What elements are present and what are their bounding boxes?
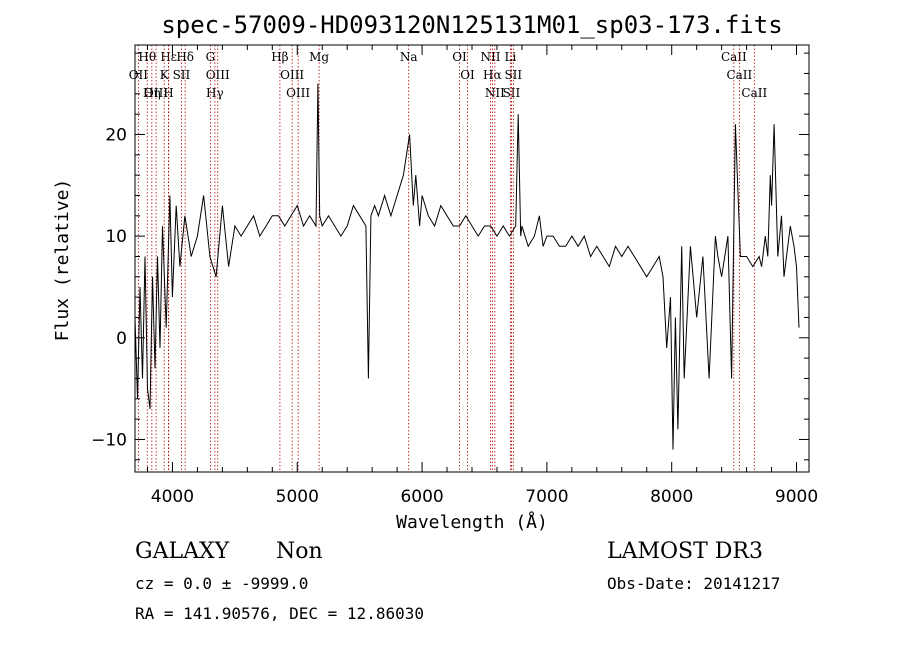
spectrum-series bbox=[134, 83, 800, 450]
line-label-17: OI bbox=[452, 50, 467, 64]
line-label-7: SII bbox=[173, 68, 191, 82]
line-label-3: Hη bbox=[143, 86, 161, 100]
y-tick-label-10: 10 bbox=[105, 227, 127, 247]
x-tick-label-5000: 5000 bbox=[276, 487, 319, 507]
x-tick-label-7000: 7000 bbox=[525, 487, 568, 507]
x-axis: 4000 5000 6000 7000 8000 9000 bbox=[146, 45, 818, 507]
line-label-19: NII bbox=[480, 50, 500, 64]
series-line-spectrum bbox=[134, 83, 800, 450]
line-label-5: K bbox=[160, 68, 170, 82]
obs-date: Obs-Date: 20141217 bbox=[607, 574, 781, 593]
x-tick-label-8000: 8000 bbox=[650, 487, 693, 507]
line-label-27: CaII bbox=[741, 86, 767, 100]
x-axis-label: Wavelength (Å) bbox=[396, 511, 548, 533]
line-label-9: G bbox=[206, 50, 216, 64]
x-tick-label-6000: 6000 bbox=[400, 487, 443, 507]
x-tick-label-4000: 4000 bbox=[151, 487, 194, 507]
y-tick-label-0: 0 bbox=[116, 329, 127, 349]
line-label-12: Hβ bbox=[271, 50, 288, 64]
line-label-6: H bbox=[163, 86, 173, 100]
line-label-13: OIII bbox=[280, 68, 304, 82]
line-label-1: OII bbox=[129, 68, 149, 82]
line-label-25: CaII bbox=[721, 50, 747, 64]
line-label-24: Li bbox=[505, 50, 517, 64]
line-label-10: OIII bbox=[206, 68, 230, 82]
x-tick-label-9000: 9000 bbox=[775, 487, 818, 507]
line-label-2: OIII bbox=[144, 86, 168, 100]
object-class: GALAXY bbox=[135, 539, 230, 564]
line-label-18: OI bbox=[460, 68, 475, 82]
line-label-16: Na bbox=[400, 50, 418, 64]
line-label-20: Hα bbox=[483, 68, 502, 82]
coordinates: RA = 141.90576, DEC = 12.86030 bbox=[135, 604, 424, 623]
plot-frame bbox=[134, 44, 810, 473]
line-label-26: CaII bbox=[726, 68, 752, 82]
line-label-14: OIII bbox=[286, 86, 310, 100]
line-label-8: Hδ bbox=[176, 50, 194, 64]
y-tick-label--10: −10 bbox=[91, 430, 127, 450]
chart-title: spec-57009-HD093120N125131M01_sp03-173.f… bbox=[161, 11, 782, 39]
line-label-23: SII bbox=[504, 68, 522, 82]
survey-name: LAMOST DR3 bbox=[607, 539, 763, 564]
y-axis: −10 0 10 20 bbox=[91, 52, 809, 461]
line-label-11: Hγ bbox=[206, 86, 224, 100]
line-label-15: Mg bbox=[309, 50, 329, 64]
line-label-22: SII bbox=[503, 86, 521, 100]
y-tick-label-20: 20 bbox=[105, 125, 127, 145]
redshift-readout: cz = 0.0 ± -9999.0 bbox=[135, 574, 309, 593]
line-label-0: Hθ bbox=[138, 50, 156, 64]
object-subclass: Non bbox=[276, 539, 323, 564]
y-axis-label: Flux (relative) bbox=[52, 179, 73, 342]
line-label-21: NII bbox=[485, 86, 505, 100]
